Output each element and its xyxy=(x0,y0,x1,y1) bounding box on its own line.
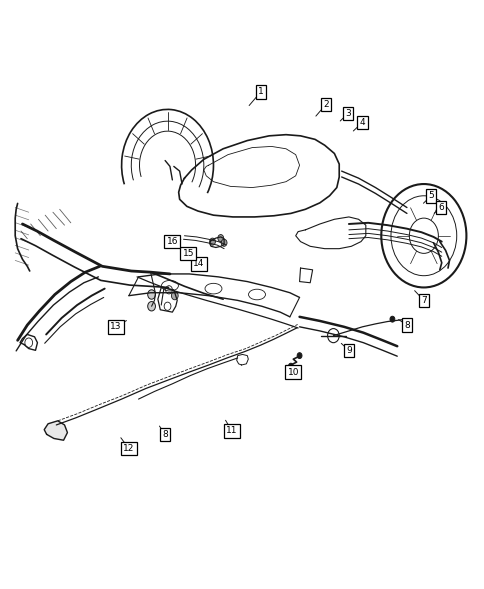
Text: 3: 3 xyxy=(344,109,350,118)
Polygon shape xyxy=(44,421,67,440)
Circle shape xyxy=(297,353,302,359)
Circle shape xyxy=(217,234,223,241)
Text: 2: 2 xyxy=(322,100,328,109)
Text: 11: 11 xyxy=(226,426,237,435)
Text: 8: 8 xyxy=(162,430,167,439)
Text: 14: 14 xyxy=(193,259,204,269)
Text: 7: 7 xyxy=(420,296,426,305)
Text: 5: 5 xyxy=(427,191,433,200)
Text: 6: 6 xyxy=(437,203,443,212)
Circle shape xyxy=(288,363,293,369)
Circle shape xyxy=(148,290,155,299)
Text: 10: 10 xyxy=(287,368,299,376)
Text: 9: 9 xyxy=(345,346,351,355)
Circle shape xyxy=(209,238,215,245)
Circle shape xyxy=(171,292,178,300)
Text: 4: 4 xyxy=(359,118,364,127)
Text: 8: 8 xyxy=(403,320,409,330)
Text: 12: 12 xyxy=(123,444,134,453)
Text: 1: 1 xyxy=(257,87,263,96)
Text: 13: 13 xyxy=(110,322,121,332)
Text: 15: 15 xyxy=(182,249,194,258)
Circle shape xyxy=(148,302,155,311)
Text: 16: 16 xyxy=(166,237,178,246)
Circle shape xyxy=(389,316,394,322)
Circle shape xyxy=(221,239,227,246)
